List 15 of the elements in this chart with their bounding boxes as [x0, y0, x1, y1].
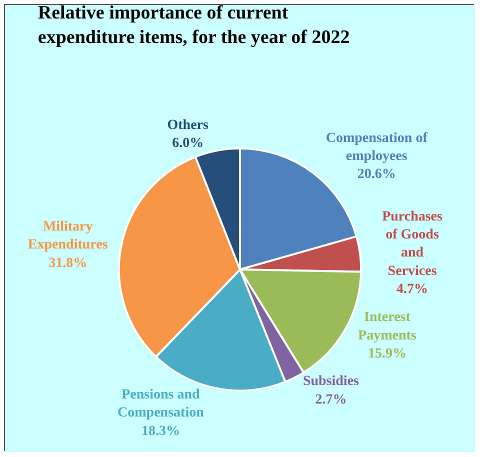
data-label: 2.7%: [315, 392, 347, 408]
chart-title: Relative importance of current expenditure items, for the year of 2022: [38, 2, 350, 48]
data-label: 20.6%: [357, 167, 396, 182]
slice-label: Others: [167, 118, 210, 133]
data-label: 6.0%: [172, 136, 204, 152]
data-label: 18.3%: [141, 424, 180, 439]
slice-label: Subsidies: [302, 374, 360, 390]
slice-label: Compensation of employees: [326, 130, 428, 164]
slice-label: Pensions and Compensation: [118, 387, 204, 421]
data-label: 4.7%: [396, 282, 428, 298]
slice-label: Purchases of Goods and Services: [382, 209, 444, 279]
slice-label: Military Expenditures: [28, 219, 108, 253]
data-label: 31.8%: [48, 256, 88, 271]
data-label: 15.9%: [368, 346, 406, 362]
slice-label: Interest Payments: [358, 310, 417, 344]
